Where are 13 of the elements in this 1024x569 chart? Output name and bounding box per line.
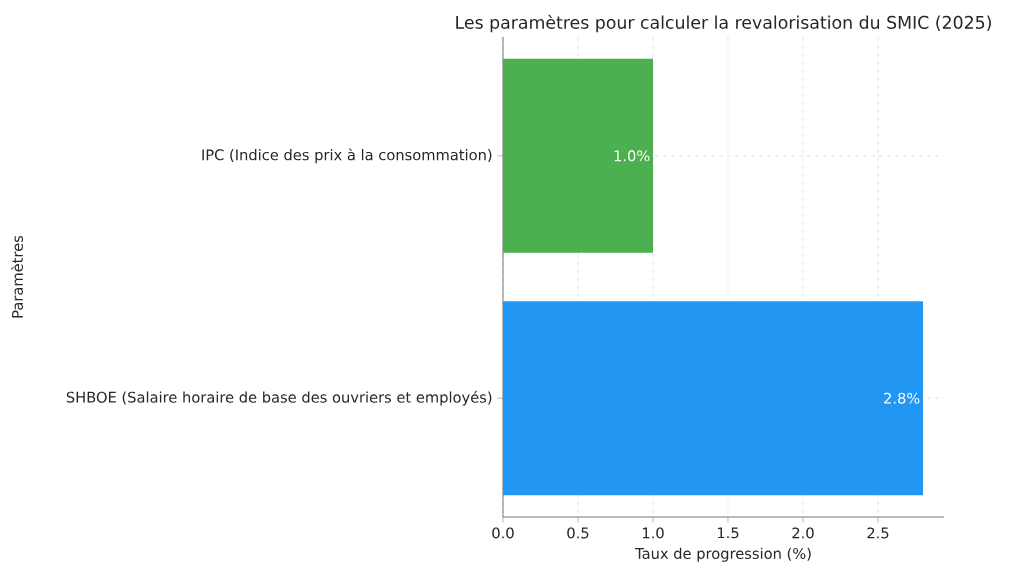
data-label: 2.8% (884, 392, 920, 404)
chart-title: Les paramètres pour calculer la revalorisation du SMIC (2025) (456, 14, 991, 33)
x-tick-label: 1.0 (642, 527, 664, 539)
x-tick-label: 2.5 (867, 527, 889, 539)
x-tick-label: 0.0 (492, 527, 514, 539)
x-tick-label: 1.5 (717, 527, 739, 539)
x-tick-label: 2.0 (792, 527, 814, 539)
data-label: 1.0% (614, 150, 650, 162)
y-tick-label: SHBOE (Salaire horaire de base des ouvriers et employés) (66, 390, 492, 406)
y-axis-title: Paramètres (11, 235, 23, 318)
x-tick-label: 0.5 (567, 527, 589, 539)
x-axis-title: Taux de progression (%) (635, 547, 811, 562)
y-tick-label: IPC (Indice des prix à la consommation) (202, 148, 492, 164)
